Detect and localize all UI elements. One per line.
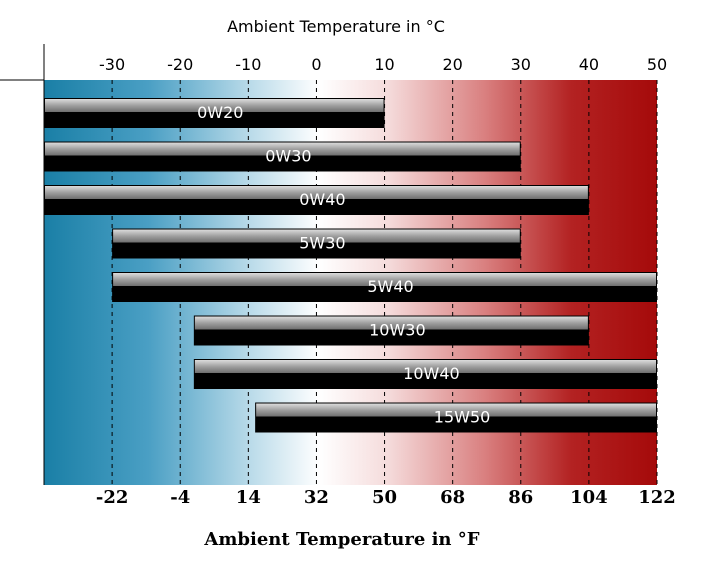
top-tick-label: 10	[374, 55, 394, 74]
bar-highlight	[113, 229, 520, 243]
top-tick-label: -10	[235, 55, 261, 74]
bar-highlight	[113, 273, 657, 286]
bar-label: 15W50	[434, 408, 491, 427]
top-tick-label: 0	[311, 55, 321, 74]
bar-highlight	[45, 142, 520, 156]
bottom-tick-label: 104	[570, 487, 608, 508]
bar-highlight	[194, 316, 588, 330]
bars: 0W20 0W30 0W40 5W30 5W40 10W30 10W40 15W50	[44, 98, 658, 433]
top-tick-label: 20	[442, 55, 462, 74]
bar: 15W50	[255, 402, 657, 433]
bar-highlight	[45, 99, 384, 112]
bar-label: 5W40	[367, 277, 413, 296]
bottom-tick-label: 32	[304, 487, 329, 508]
bottom-axis-title-text: Ambient Temperature in °F	[203, 529, 479, 550]
top-tick-label: 50	[647, 55, 667, 74]
top-tick-label: -30	[99, 55, 125, 74]
bar: 0W20	[44, 98, 385, 128]
top-tick-label: -20	[167, 55, 193, 74]
top-tick-label: 30	[511, 55, 531, 74]
bar-highlight	[194, 360, 656, 373]
bar: 5W40	[112, 272, 658, 302]
bar-highlight	[256, 403, 656, 417]
top-axis-title: Ambient Temperature in °C	[227, 17, 445, 36]
bottom-tick-label: 50	[372, 487, 397, 508]
bar-label: 5W30	[299, 234, 345, 253]
bar-highlight	[45, 186, 588, 199]
bar-label: 0W40	[299, 190, 345, 209]
bar: 5W30	[112, 228, 521, 259]
bottom-tick-label: 122	[638, 487, 676, 508]
bar-label: 10W30	[369, 321, 426, 340]
bottom-tick-label: 86	[508, 487, 533, 508]
top-axis-ticks: -30 -20 -10 0 10 20 30 40 50	[99, 55, 667, 74]
bar: 10W30	[193, 315, 589, 346]
bottom-tick-label: 14	[236, 487, 261, 508]
bottom-axis-title: Ambient Temperature in °F	[203, 529, 479, 550]
bottom-tick-label: -4	[170, 487, 190, 508]
bar-label: 0W30	[265, 147, 311, 166]
bottom-tick-label: -22	[96, 487, 129, 508]
bar: 10W40	[193, 359, 657, 389]
bar-label: 0W20	[197, 103, 243, 122]
top-tick-label: 40	[579, 55, 599, 74]
bar: 0W30	[44, 141, 521, 172]
bar-label: 10W40	[403, 364, 460, 383]
bottom-axis-ticks: -22 -4 14 32 50 68 86 104 122	[96, 487, 676, 508]
bottom-tick-label: 68	[440, 487, 465, 508]
bar: 0W40	[44, 185, 589, 215]
